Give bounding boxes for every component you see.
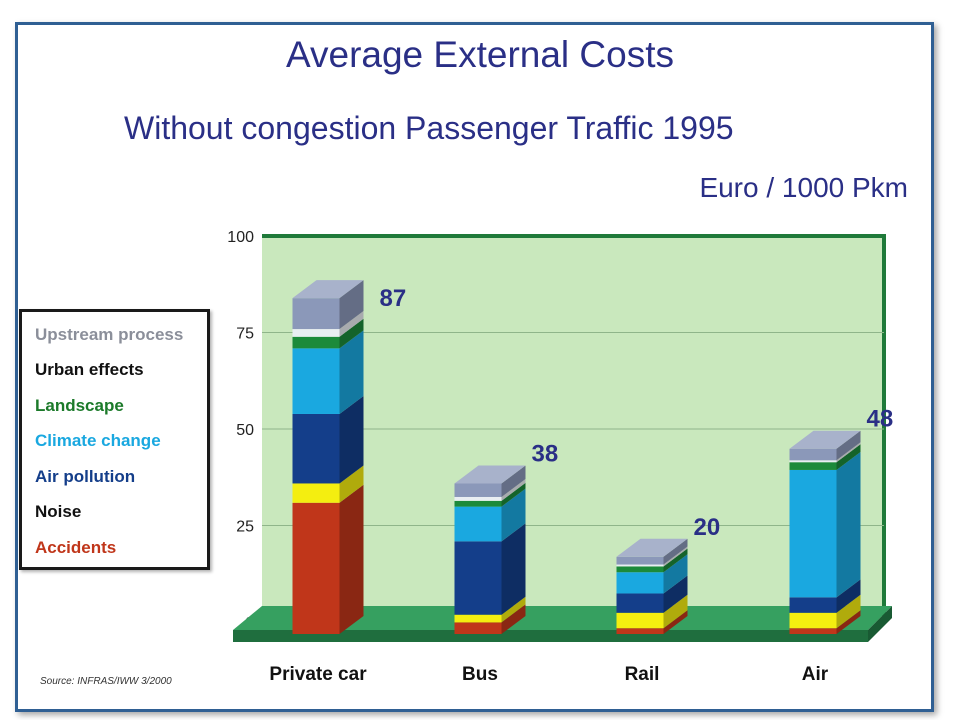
plot-border [262,234,886,622]
legend-item-landscape: Landscape [35,396,124,415]
bar-segment-side [339,484,364,634]
bar-segment [616,628,664,634]
bar-segment-side [836,430,861,461]
bar-segment-side [663,610,688,634]
y-tick-label: 50 [236,422,254,439]
bar-total-label: 20 [694,514,721,541]
plot-floor-edge [233,630,868,642]
bar-segment [789,612,837,629]
bar-segment-side [501,596,526,623]
bar-top [789,430,861,449]
bar-total-label: 38 [532,440,559,467]
bar-segment [454,614,502,623]
bar-segment [616,566,664,573]
bar-segment [789,462,837,470]
bar-segment [789,448,837,461]
bar-segment-side [663,546,688,567]
y-tick-label: 75 [236,326,254,343]
legend-item-air-pollution: Air pollution [35,467,136,486]
bar-segment-side [663,575,688,613]
bar-segment [454,622,502,634]
y-tick-label: 25 [236,519,254,536]
bar-segment-side [836,610,861,634]
legend-item-urban: Urban effects [35,360,144,379]
bar-segment [789,597,837,613]
bar-segment [454,496,502,501]
bar-segment [292,348,340,414]
x-category-label: Air [802,664,829,685]
bar-segment [616,556,664,565]
bar-segment-side [663,538,688,565]
x-category-label: Rail [625,664,660,685]
bar-top [454,465,526,484]
bar-segment [292,298,340,330]
bar-segment-side [339,311,364,337]
bar-segment [454,500,502,507]
bar-segment-side [339,318,364,349]
legend-item-noise: Noise [35,502,82,521]
bar-segment-side [663,554,688,594]
bar-segment [789,469,837,598]
chart-subtitle: Without congestion Passenger Traffic 199… [124,110,734,146]
bar-segment-side [836,444,861,470]
bar-segment [454,506,502,542]
bar-segment-side [836,451,861,598]
bar-segment [616,572,664,594]
bar-segment [616,612,664,629]
chart-title: Average External Costs [285,34,674,75]
bar-segment-side [836,579,861,613]
legend-item-accidents: Accidents [35,538,117,557]
plot-floor [233,606,892,630]
bar-segment [292,336,340,349]
bar-segment-side [501,523,526,615]
plot-floor-side [868,606,892,642]
bar-segment-side [339,395,364,484]
bar-segment [292,483,340,503]
bar-segment [292,413,340,484]
x-category-label: Bus [462,664,498,685]
bar-top [292,280,364,299]
bar-segment [454,541,502,615]
bar-top [616,538,688,557]
bar-segment-side [501,478,526,501]
bar-segment-side [501,482,526,507]
bar-segment-side [663,594,688,629]
bar-segment-side [501,604,526,634]
bar-segment-side [339,280,364,330]
bar-total-label: 48 [867,406,894,433]
unit-label: Euro / 1000 Pkm [699,172,908,203]
bar-segment-side [836,442,861,463]
bar-segment-side [501,488,526,542]
bar-segment-side [339,330,364,414]
bar-segment [616,564,664,567]
bar-segment-side [339,465,364,503]
legend-item-climate: Climate change [35,431,161,450]
source-note: Source: INFRAS/IWW 3/2000 [40,676,172,687]
legend: Upstream process Urban effects Landscape… [19,309,210,570]
bar-segment [789,628,837,634]
bar-total-label: 87 [380,285,407,312]
bar-segment-side [501,465,526,497]
y-tick-label: 100 [227,229,254,246]
bar-segment [292,502,340,634]
bar-segment [454,483,502,497]
x-category-label: Private car [269,664,367,685]
bar-segment-side [663,548,688,573]
bar-segment [292,329,340,337]
legend-item-upstream: Upstream process [35,325,184,344]
bar-segment [789,460,837,463]
bar-segment-side [836,594,861,629]
bar-segment [616,593,664,613]
